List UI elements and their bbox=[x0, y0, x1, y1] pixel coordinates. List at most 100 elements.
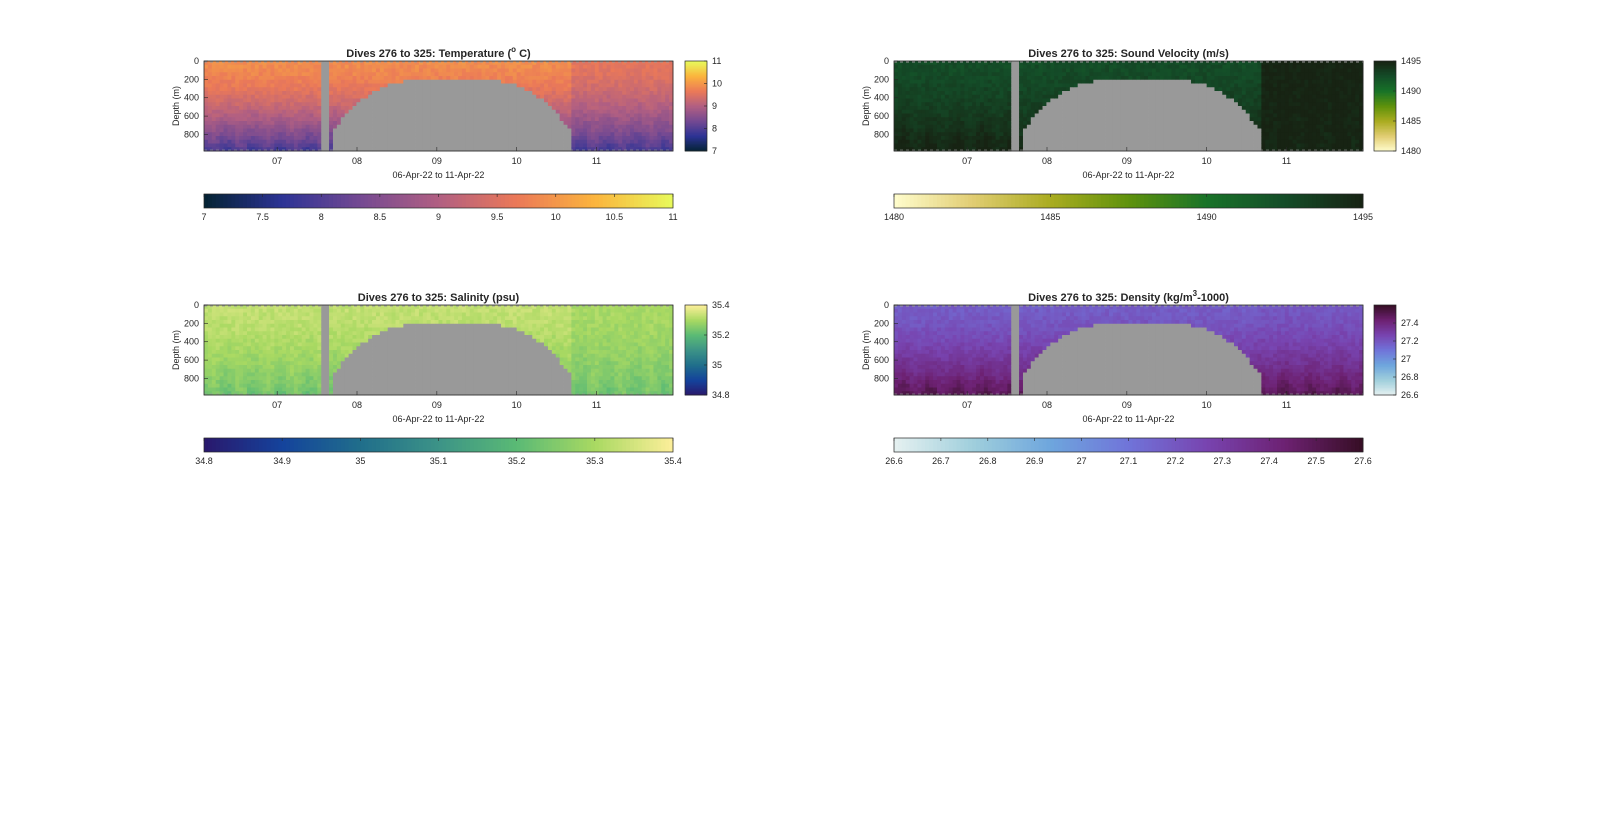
heatmap-cell bbox=[317, 68, 322, 73]
heatmap-cell bbox=[1019, 117, 1024, 122]
heatmap-cell bbox=[1144, 102, 1149, 107]
heatmap-cell bbox=[215, 147, 221, 152]
heatmap-cell bbox=[602, 98, 607, 103]
heatmap-cell bbox=[1167, 87, 1172, 92]
heatmap-cell bbox=[336, 64, 342, 69]
bottom-colorbar: 7 7.5 8 8.5 9 9.5 10 10.5 11 bbox=[201, 193, 678, 222]
heatmap-cell bbox=[637, 64, 643, 69]
heatmap-cell bbox=[391, 79, 396, 84]
heatmap-cell bbox=[516, 143, 521, 148]
heatmap-cell bbox=[1050, 109, 1055, 114]
heatmap-cell bbox=[438, 79, 443, 84]
heatmap-cell bbox=[540, 76, 545, 81]
heatmap-cell bbox=[426, 83, 432, 88]
heatmap-cell bbox=[575, 147, 580, 152]
heatmap-cell bbox=[536, 132, 541, 137]
heatmap-cell bbox=[630, 147, 635, 152]
heatmap-cell bbox=[1187, 79, 1192, 84]
heatmap-cell bbox=[489, 83, 494, 88]
heatmap-cell bbox=[504, 94, 510, 99]
heatmap-cell bbox=[905, 113, 911, 118]
heatmap-cell bbox=[485, 143, 490, 148]
heatmap-cell bbox=[434, 98, 439, 103]
heatmap-cell bbox=[999, 106, 1004, 111]
heatmap-cell bbox=[485, 98, 490, 103]
heatmap-cell bbox=[940, 91, 946, 96]
heatmap-cell bbox=[469, 64, 475, 69]
heatmap-cell bbox=[1136, 117, 1141, 122]
heatmap-cell bbox=[661, 64, 666, 69]
heatmap-cell bbox=[215, 128, 221, 133]
heatmap-cell bbox=[293, 124, 299, 129]
heatmap-cell bbox=[332, 121, 338, 126]
heatmap-cell bbox=[250, 136, 256, 141]
heatmap-cell bbox=[528, 61, 533, 66]
heatmap-cell bbox=[657, 79, 662, 84]
heatmap-cell bbox=[1194, 106, 1200, 111]
heatmap-cell bbox=[1171, 91, 1176, 96]
heatmap-cell bbox=[563, 113, 568, 118]
heatmap-cell bbox=[1108, 72, 1114, 77]
heatmap-cell bbox=[317, 109, 322, 114]
heatmap-cell bbox=[454, 143, 459, 148]
heatmap-cell bbox=[239, 117, 244, 122]
heatmap-cell bbox=[442, 124, 447, 129]
heatmap-cell bbox=[332, 113, 338, 118]
heatmap-cell bbox=[987, 98, 993, 103]
heatmap-cell bbox=[415, 124, 420, 129]
heatmap-cell bbox=[309, 128, 314, 133]
heatmap-cell bbox=[501, 106, 506, 111]
heatmap-cell bbox=[1046, 147, 1051, 152]
heatmap-cell bbox=[254, 76, 260, 81]
heatmap-cell bbox=[1073, 64, 1079, 69]
heatmap-cell bbox=[555, 143, 561, 148]
heatmap-cell bbox=[551, 91, 557, 96]
heatmap-cell bbox=[399, 109, 404, 114]
heatmap-cell bbox=[968, 124, 973, 129]
heatmap-cell bbox=[598, 117, 604, 122]
heatmap-cell bbox=[661, 143, 666, 148]
heatmap-cell bbox=[422, 94, 428, 99]
heatmap-cell bbox=[450, 87, 455, 92]
heatmap-cell bbox=[536, 68, 541, 73]
heatmap-cell bbox=[1058, 68, 1063, 73]
heatmap-cell bbox=[387, 117, 392, 122]
heatmap-cell bbox=[598, 139, 604, 144]
heatmap-cell bbox=[1007, 79, 1012, 84]
heatmap-cell bbox=[1062, 113, 1067, 118]
heatmap-cell bbox=[332, 117, 338, 122]
colorbar-swatch bbox=[685, 136, 707, 138]
heatmap-cell bbox=[905, 139, 911, 144]
heatmap-cell bbox=[1050, 94, 1055, 99]
heatmap-cell bbox=[559, 61, 564, 66]
heatmap-cell bbox=[1015, 102, 1020, 107]
heatmap-cell bbox=[446, 83, 451, 88]
heatmap-cell bbox=[909, 72, 914, 77]
heatmap-cell bbox=[925, 147, 930, 152]
heatmap-cell bbox=[211, 61, 217, 66]
heatmap-cell bbox=[968, 94, 973, 99]
heatmap-cell bbox=[544, 117, 549, 122]
heatmap-cell bbox=[372, 72, 377, 77]
heatmap-cell bbox=[289, 147, 295, 152]
heatmap-cell bbox=[1140, 72, 1145, 77]
heatmap-cell bbox=[1034, 79, 1040, 84]
heatmap-cell bbox=[610, 136, 615, 141]
heatmap-cell bbox=[630, 139, 635, 144]
heatmap-cell bbox=[894, 91, 899, 96]
heatmap-cell bbox=[645, 121, 650, 126]
heatmap-cell bbox=[442, 94, 447, 99]
heatmap-cell bbox=[278, 94, 283, 99]
heatmap-cell bbox=[1171, 83, 1176, 88]
heatmap-cell bbox=[344, 94, 350, 99]
heatmap-cell bbox=[1167, 121, 1172, 126]
heatmap-cell bbox=[925, 72, 930, 77]
heatmap-cell bbox=[317, 106, 322, 111]
heatmap-cell bbox=[289, 128, 295, 133]
heatmap-cell bbox=[305, 102, 310, 107]
heatmap-cell bbox=[243, 76, 248, 81]
heatmap-cell bbox=[1042, 121, 1047, 126]
colorbar-swatch bbox=[610, 194, 615, 208]
heatmap-cell bbox=[368, 106, 373, 111]
heatmap-cell bbox=[336, 102, 342, 107]
